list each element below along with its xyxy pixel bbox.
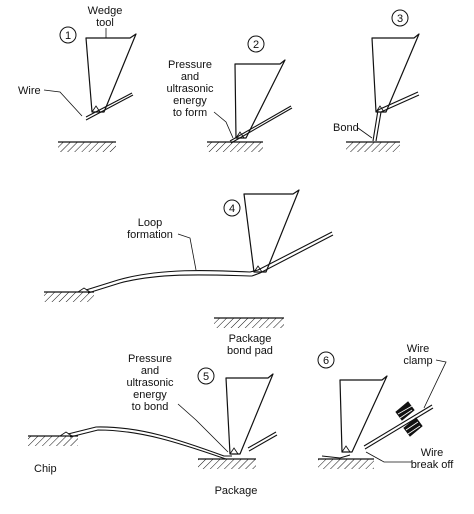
pressure-form-line1: Pressure — [168, 59, 212, 71]
step-4-panel: 4 Loop formation Package bond pad — [44, 189, 334, 357]
wire-loop-5 — [67, 426, 232, 457]
wedge-tool-1 — [85, 33, 137, 113]
pressure-form-line4: energy — [173, 95, 207, 107]
wire-break-off-line2: break off — [411, 459, 455, 471]
substrate-3 — [346, 142, 400, 152]
wire-label: Wire — [18, 85, 41, 97]
wedge-tool-label-line1: Wedge — [88, 5, 123, 17]
pressure-bond-line5: to bond — [132, 401, 169, 413]
wedge-tool-4 — [243, 189, 300, 273]
wire-tail-5 — [247, 431, 277, 449]
pressure-form-line2: and — [181, 71, 199, 83]
package-substrate-5 — [198, 459, 256, 469]
bond-label: Bond — [333, 122, 359, 134]
bonded-wire-6 — [321, 454, 351, 459]
wire-clamp-line2: clamp — [403, 355, 432, 367]
wire-1 — [85, 92, 133, 118]
step-number-5: 5 — [203, 371, 209, 383]
wire-3 — [372, 91, 419, 142]
pressure-form-line3: ultrasonic — [166, 83, 214, 95]
package-bond-pad-line2: bond pad — [227, 345, 273, 357]
step-circle-1 — [59, 26, 77, 44]
package-label: Package — [215, 485, 258, 497]
loop-formation-line1: Loop — [138, 217, 162, 229]
pressure-bond-line2: and — [141, 365, 159, 377]
chip-label: Chip — [34, 463, 57, 475]
wire-2 — [229, 105, 292, 142]
chip-substrate-5 — [28, 436, 78, 446]
step-6-panel: 6 Wire clamp Wire break off — [317, 343, 455, 471]
step-circle-2 — [247, 35, 265, 53]
step-number-6: 6 — [323, 355, 329, 367]
step-number-3: 3 — [397, 13, 403, 25]
wire-loop-4 — [85, 231, 333, 291]
package-substrate-6 — [318, 459, 374, 469]
wedge-tool-3 — [371, 33, 420, 113]
wire-clamp-icon — [395, 401, 423, 437]
chip-substrate-4 — [44, 292, 94, 302]
step-circle-5 — [197, 367, 215, 385]
wire-clamp-line1: Wire — [407, 343, 430, 355]
step-2-panel: 2 Pressure and ultrasonic energy to form — [166, 35, 293, 152]
step-1-panel: 1 Wedge tool Wire — [18, 5, 137, 152]
loop-formation-line2: formation — [127, 229, 173, 241]
pressure-bond-line1: Pressure — [128, 353, 172, 365]
wedge-tool-label-line2: tool — [96, 17, 114, 29]
step-number-1: 1 — [65, 30, 71, 42]
step-circle-6 — [317, 351, 335, 369]
substrate-1 — [58, 142, 116, 152]
wedge-tool-2 — [234, 59, 286, 139]
pressure-bond-line3: ultrasonic — [126, 377, 174, 389]
wedge-tool-6 — [339, 375, 388, 453]
step-circle-4 — [223, 199, 241, 217]
step-5-panel: 5 Pressure and ultrasonic energy to bond… — [28, 353, 278, 497]
step-number-4: 4 — [229, 203, 235, 215]
package-pad-substrate-4 — [214, 318, 284, 328]
wedge-tool-5 — [225, 373, 274, 455]
step-circle-3 — [391, 9, 409, 27]
wire-6 — [363, 404, 433, 447]
pressure-bond-line4: energy — [133, 389, 167, 401]
wire-break-off-line1: Wire — [421, 447, 444, 459]
step-3-panel: 3 Bond — [333, 9, 420, 152]
step-number-2: 2 — [253, 39, 259, 51]
package-bond-pad-line1: Package — [229, 333, 272, 345]
substrate-2 — [207, 142, 263, 152]
pressure-form-line5: to form — [173, 107, 207, 119]
